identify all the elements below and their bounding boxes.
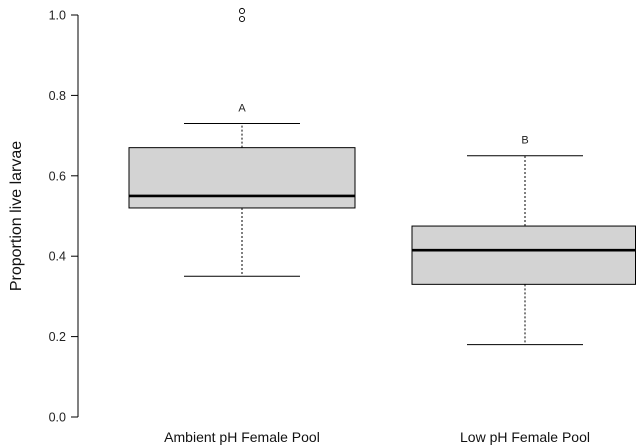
- y-tick-label: 0.0: [49, 411, 66, 425]
- y-tick-label: 0.2: [49, 330, 66, 344]
- y-tick-label: 0.8: [49, 89, 66, 103]
- y-tick-label: 0.6: [49, 169, 66, 183]
- boxes-group: AB: [128, 7, 636, 346]
- outlier-point: [238, 7, 246, 15]
- iqr-box: [128, 147, 356, 209]
- iqr-box: [411, 225, 636, 285]
- outlier-point: [238, 15, 246, 23]
- y-tick-label: 1.0: [49, 9, 66, 23]
- y-axis-title: Proportion live larvae: [8, 141, 25, 291]
- box-1: A: [128, 7, 356, 277]
- y-axis: 0.0 0.2 0.4 0.6 0.8 1.0: [49, 9, 79, 425]
- x-category-label: Ambient pH Female Pool: [164, 429, 320, 445]
- x-category-label: Low pH Female Pool: [460, 429, 590, 445]
- group-letter-label: A: [238, 103, 246, 115]
- x-axis-labels: Ambient pH Female Pool Low pH Female Pool: [164, 429, 590, 445]
- box-2: B: [411, 135, 636, 346]
- group-letter-label: B: [521, 135, 528, 147]
- y-tick-label: 0.4: [49, 250, 66, 264]
